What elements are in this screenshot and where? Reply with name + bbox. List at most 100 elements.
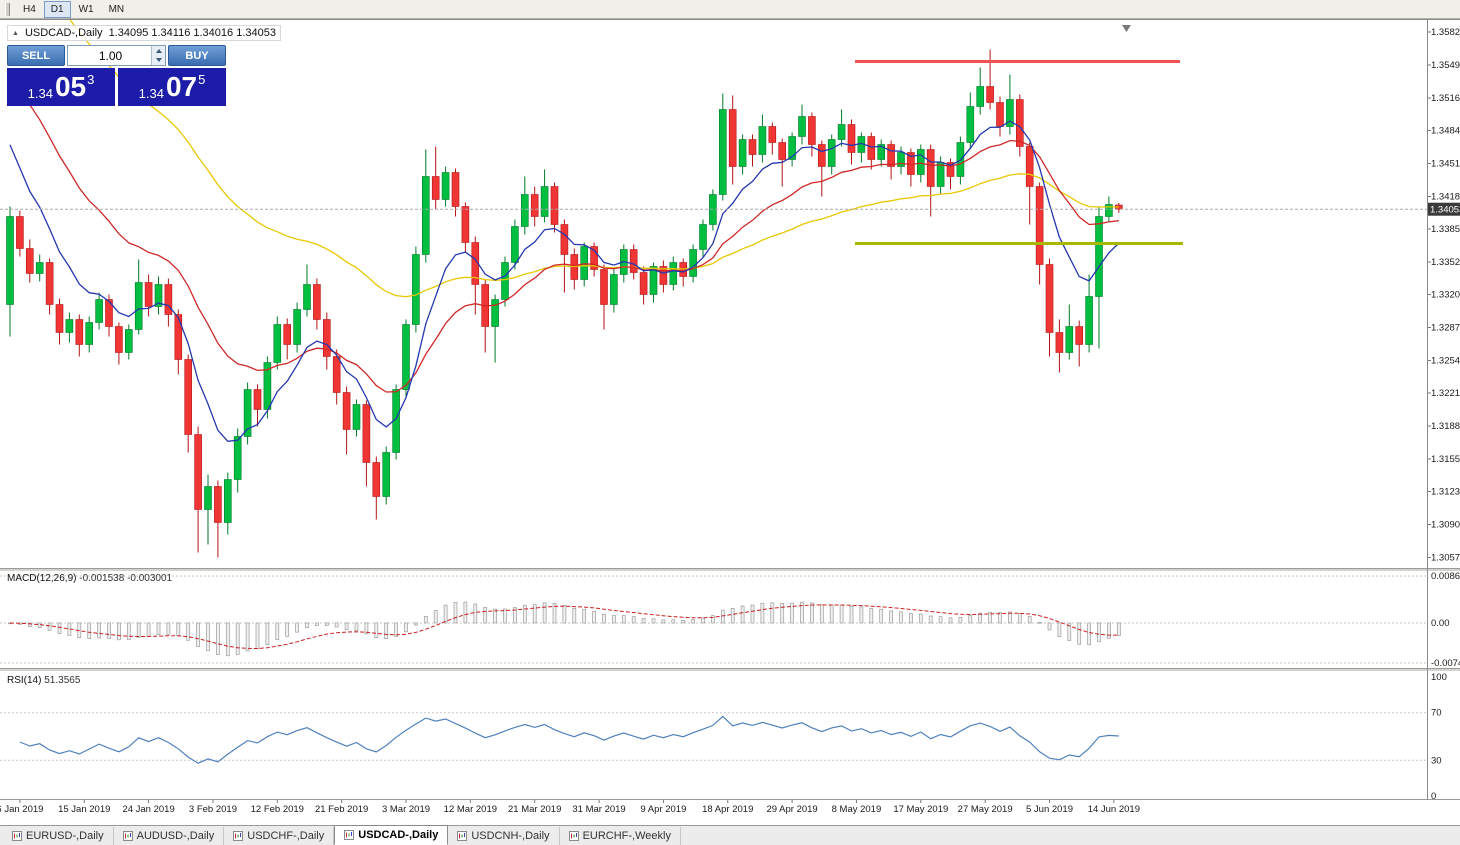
- price-pane[interactable]: [0, 19, 1427, 558]
- candle-body: [530, 194, 539, 217]
- date-label: 18 Apr 2019: [702, 804, 753, 815]
- macd-histogram-bar: [117, 622, 121, 641]
- candle-body: [966, 106, 975, 143]
- tab-eurchf-weekly[interactable]: EURCHF-,Weekly: [560, 827, 681, 845]
- macd-histogram-bar: [513, 607, 517, 624]
- date-label: 15 Jan 2019: [58, 804, 110, 815]
- buy-price-pips: 07: [165, 71, 198, 102]
- buy-button[interactable]: BUY: [168, 45, 226, 66]
- candle-body: [728, 109, 737, 167]
- macd-histogram-bar: [582, 608, 587, 624]
- macd-histogram-bar: [829, 604, 834, 624]
- macd-histogram-bar: [156, 622, 161, 635]
- tab-eurusd-daily[interactable]: EURUSD-,Daily: [3, 827, 114, 845]
- macd-histogram-bar: [1057, 622, 1062, 637]
- macd-histogram-bar: [968, 615, 973, 624]
- tab-label: USDCAD-,Daily: [358, 829, 439, 841]
- toolbar-grip[interactable]: [5, 2, 10, 16]
- date-label: 5 Jun 2019: [1026, 804, 1073, 815]
- macd-pane[interactable]: [0, 575, 1427, 664]
- candle-body: [95, 299, 103, 323]
- sell-button[interactable]: SELL: [7, 45, 65, 66]
- candle-body: [194, 434, 202, 510]
- tab-usdchf-daily[interactable]: USDCHF-,Daily: [224, 827, 335, 845]
- candle-body: [986, 86, 994, 103]
- buy-price-box[interactable]: 1.34 07 5: [118, 68, 226, 106]
- timeframe-toolbar: H4 D1 W1 MN: [0, 0, 1460, 19]
- macd-histogram-bar: [691, 619, 695, 624]
- macd-histogram-bar: [711, 615, 715, 624]
- ma-48-line: [69, 20, 1119, 298]
- sell-price-box[interactable]: 1.34 05 3: [7, 68, 115, 106]
- price-tick-label: 1.33200: [1431, 290, 1460, 301]
- candle-body: [1025, 146, 1034, 187]
- macd-histogram-bar: [414, 622, 418, 626]
- macd-histogram-bar: [384, 622, 389, 639]
- macd-histogram-bar: [602, 613, 606, 624]
- macd-histogram-bar: [1077, 622, 1082, 645]
- macd-histogram-bar: [849, 605, 854, 624]
- tab-audusd-daily[interactable]: AUDUSD-,Daily: [114, 827, 225, 845]
- candle-body: [154, 284, 163, 307]
- macd-histogram-bar: [295, 622, 299, 633]
- macd-histogram-bar: [47, 622, 52, 631]
- pane-splitter[interactable]: [0, 668, 1460, 671]
- candle-body: [520, 194, 529, 227]
- rsi-pane[interactable]: [0, 712, 1427, 764]
- candle-body: [352, 404, 361, 430]
- macd-histogram-bar: [1067, 622, 1072, 641]
- timeframe-mn-button[interactable]: MN: [102, 1, 132, 18]
- macd-histogram-bar: [463, 601, 468, 624]
- candle-body: [491, 299, 499, 327]
- rsi-line: [19, 715, 1119, 764]
- sell-price-pips: 05: [54, 71, 87, 102]
- date-label: 12 Feb 2019: [251, 804, 304, 815]
- candle-body: [243, 389, 252, 437]
- macd-histogram-bar: [196, 622, 200, 648]
- candle-body: [837, 124, 846, 140]
- chart-canvas[interactable]: 1.358251.354951.351651.348401.345101.341…: [0, 19, 1460, 825]
- tab-usdcnh-daily[interactable]: USDCNH-,Daily: [448, 827, 560, 845]
- macd-histogram-bar: [958, 616, 963, 624]
- candle-body: [303, 284, 311, 310]
- price-tick-label: 1.35825: [1431, 27, 1460, 38]
- candle-body: [580, 246, 589, 280]
- candle-body: [293, 309, 301, 345]
- chart-shift-icon[interactable]: [1122, 25, 1131, 32]
- volume-up-icon[interactable]: [152, 46, 165, 56]
- candle-body: [511, 226, 519, 263]
- volume-input[interactable]: [68, 46, 165, 65]
- candle-body: [412, 254, 420, 325]
- timeframe-w1-button[interactable]: W1: [72, 1, 101, 18]
- macd-histogram-bar: [1027, 616, 1032, 624]
- chart-tabs-bar: EURUSD-,Daily AUDUSD-,Daily USDCHF-,Daily U…: [0, 825, 1460, 845]
- macd-histogram-bar: [245, 622, 250, 652]
- candle-body: [936, 162, 945, 187]
- rsi-tick-label: 70: [1431, 708, 1442, 719]
- timeframe-h4-button[interactable]: H4: [16, 1, 43, 18]
- macd-histogram-bar: [305, 622, 309, 629]
- macd-histogram-bar: [612, 615, 616, 624]
- macd-histogram-bar: [532, 604, 537, 624]
- timeframe-d1-button[interactable]: D1: [43, 0, 71, 18]
- candle-body: [134, 282, 143, 330]
- current-price-badge: [1428, 202, 1460, 216]
- macd-histogram-bar: [909, 613, 913, 624]
- macd-histogram-bar: [770, 602, 775, 624]
- macd-histogram-bar: [1116, 622, 1121, 637]
- macd-histogram-bar: [978, 612, 983, 624]
- tab-usdcad-daily[interactable]: USDCAD-,Daily: [334, 825, 449, 845]
- date-label: 24 Jan 2019: [122, 804, 174, 815]
- macd-histogram-bar: [176, 622, 181, 637]
- volume-down-icon[interactable]: [152, 55, 165, 65]
- date-label: 8 May 2019: [832, 804, 882, 815]
- date-label: 14 Jun 2019: [1088, 804, 1140, 815]
- pane-splitter[interactable]: [0, 568, 1460, 571]
- macd-histogram-bar: [839, 604, 844, 624]
- price-tick-label: 1.32870: [1431, 323, 1460, 334]
- candle-body: [877, 144, 886, 160]
- buy-price-frac: 5: [198, 71, 206, 87]
- one-click-collapse-icon[interactable]: ▲: [12, 29, 19, 37]
- candle-body: [1055, 332, 1064, 353]
- macd-histogram-bar: [97, 622, 101, 639]
